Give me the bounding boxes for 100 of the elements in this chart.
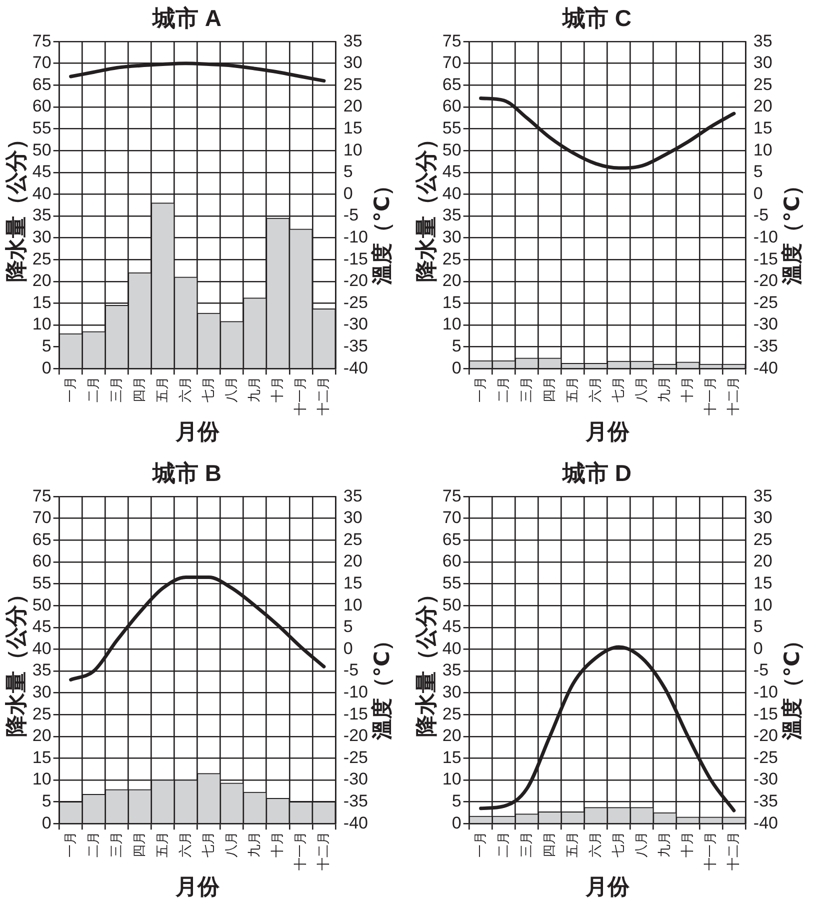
y-tick-label: 50 <box>442 140 462 160</box>
x-tick-label: 五月 <box>154 832 170 858</box>
y-axis-title: 降水量（公分） <box>413 583 438 738</box>
y-tick-label: 45 <box>32 162 52 182</box>
y-tick-label: 65 <box>32 530 52 549</box>
y-tick-label: 75 <box>442 31 462 50</box>
x-tick-label: 三月 <box>108 832 124 858</box>
x-tick-label: 六月 <box>587 376 602 403</box>
y2-tick-label: -5 <box>343 660 359 680</box>
x-tick-label: 十月 <box>269 376 284 403</box>
y2-tick-label: 25 <box>343 530 362 549</box>
y2-axis-title: 溫度（°C） <box>779 630 805 740</box>
y2-tick-label: 5 <box>343 617 353 636</box>
x-axis-title: 月份 <box>174 874 220 899</box>
y2-tick-label: 10 <box>753 140 772 160</box>
x-tick-label: 七月 <box>200 376 216 403</box>
y2-tick-label: -10 <box>343 682 368 702</box>
x-tick-label: 二月 <box>495 376 510 403</box>
y2-tick-label: -5 <box>753 206 769 225</box>
y2-tick-label: -25 <box>343 292 368 312</box>
y-tick-label: 40 <box>32 638 52 658</box>
x-tick-label: 二月 <box>85 832 100 858</box>
y-tick-label: 10 <box>442 314 462 334</box>
y2-tick-label: 15 <box>343 573 362 592</box>
y2-tick-label: -20 <box>753 726 778 746</box>
y2-tick-label: 10 <box>753 595 772 614</box>
y-axis-title: 降水量（公分） <box>413 128 438 282</box>
y2-axis-title: 溫度（°C） <box>369 630 395 740</box>
y-tick-label: 75 <box>32 31 52 50</box>
y-tick-label: 35 <box>32 206 52 225</box>
y-tick-label: 50 <box>442 595 462 614</box>
x-axis-title: 月份 <box>584 418 630 444</box>
y2-tick-label: 5 <box>753 617 763 636</box>
y2-tick-label: 20 <box>753 552 772 571</box>
y-tick-label: 20 <box>442 271 462 290</box>
chart-title: 城市 B <box>152 460 222 486</box>
x-tick-label: 十二月 <box>316 376 331 416</box>
y-tick-label: 15 <box>442 292 462 312</box>
y-tick-label: 75 <box>442 486 462 506</box>
y2-tick-label: -15 <box>753 249 778 268</box>
y-tick-label: 25 <box>32 704 52 724</box>
y2-tick-label: -5 <box>753 660 769 680</box>
x-tick-label: 十一月 <box>702 832 718 871</box>
y-tick-label: 50 <box>32 595 52 614</box>
y2-tick-label: 0 <box>343 638 353 658</box>
y-tick-label: 45 <box>442 162 462 182</box>
y-tick-label: 55 <box>442 118 462 138</box>
y2-tick-label: 0 <box>343 184 353 203</box>
y-tick-label: 60 <box>32 552 52 571</box>
y2-tick-label: 10 <box>343 140 362 160</box>
x-tick-label: 八月 <box>633 832 648 858</box>
y-tick-label: 40 <box>442 184 462 203</box>
x-tick-label: 九月 <box>246 376 262 403</box>
x-tick-label: 一月 <box>62 376 78 403</box>
x-tick-label: 十一月 <box>292 832 308 871</box>
y-tick-label: 45 <box>442 617 462 636</box>
y-tick-label: 60 <box>442 552 462 571</box>
y2-tick-label: -10 <box>753 227 778 246</box>
y2-tick-label: 5 <box>343 162 353 182</box>
x-tick-label: 九月 <box>656 376 672 403</box>
y2-tick-label: 30 <box>343 508 362 528</box>
x-tick-label: 十二月 <box>726 832 741 871</box>
y2-axis-title: 溫度（°C） <box>369 175 395 285</box>
y2-tick-label: 15 <box>343 118 362 138</box>
y-tick-label: 70 <box>32 53 52 72</box>
y2-tick-label: -30 <box>343 314 368 334</box>
y-tick-label: 65 <box>442 74 462 94</box>
y2-tick-label: -10 <box>343 227 368 246</box>
y2-tick-label: -30 <box>753 314 778 334</box>
y-tick-label: 55 <box>32 573 52 592</box>
y-tick-label: 70 <box>442 53 462 72</box>
y2-tick-label: -20 <box>343 726 368 746</box>
y2-tick-label: -5 <box>343 206 359 225</box>
x-tick-label: 三月 <box>518 832 534 858</box>
x-tick-label: 五月 <box>564 832 580 858</box>
y2-tick-label: -40 <box>753 813 778 832</box>
y-tick-label: 20 <box>442 726 462 746</box>
y2-tick-label: 30 <box>753 53 772 72</box>
x-tick-label: 八月 <box>223 376 238 403</box>
y-tick-label: 75 <box>32 486 52 506</box>
x-tick-label: 二月 <box>495 832 510 858</box>
y2-tick-label: 30 <box>753 508 772 528</box>
y-tick-label: 55 <box>32 118 52 138</box>
y-tick-label: 5 <box>42 336 52 356</box>
y-tick-label: 55 <box>442 573 462 592</box>
y2-tick-label: 10 <box>343 595 362 614</box>
x-tick-label: 十一月 <box>702 376 718 416</box>
x-tick-label: 四月 <box>541 832 556 858</box>
x-axis-title: 月份 <box>584 874 630 899</box>
y-tick-label: 5 <box>452 336 462 356</box>
y2-tick-label: 0 <box>753 638 763 658</box>
y-tick-label: 10 <box>442 770 462 789</box>
y-tick-label: 70 <box>32 508 52 528</box>
y-tick-label: 35 <box>32 660 52 680</box>
y2-tick-label: 35 <box>753 486 772 506</box>
y-tick-label: 40 <box>442 638 462 658</box>
y2-tick-label: -40 <box>753 358 778 378</box>
y-tick-label: 20 <box>32 271 52 290</box>
y-tick-label: 40 <box>32 184 52 203</box>
y2-tick-label: -20 <box>343 271 368 290</box>
